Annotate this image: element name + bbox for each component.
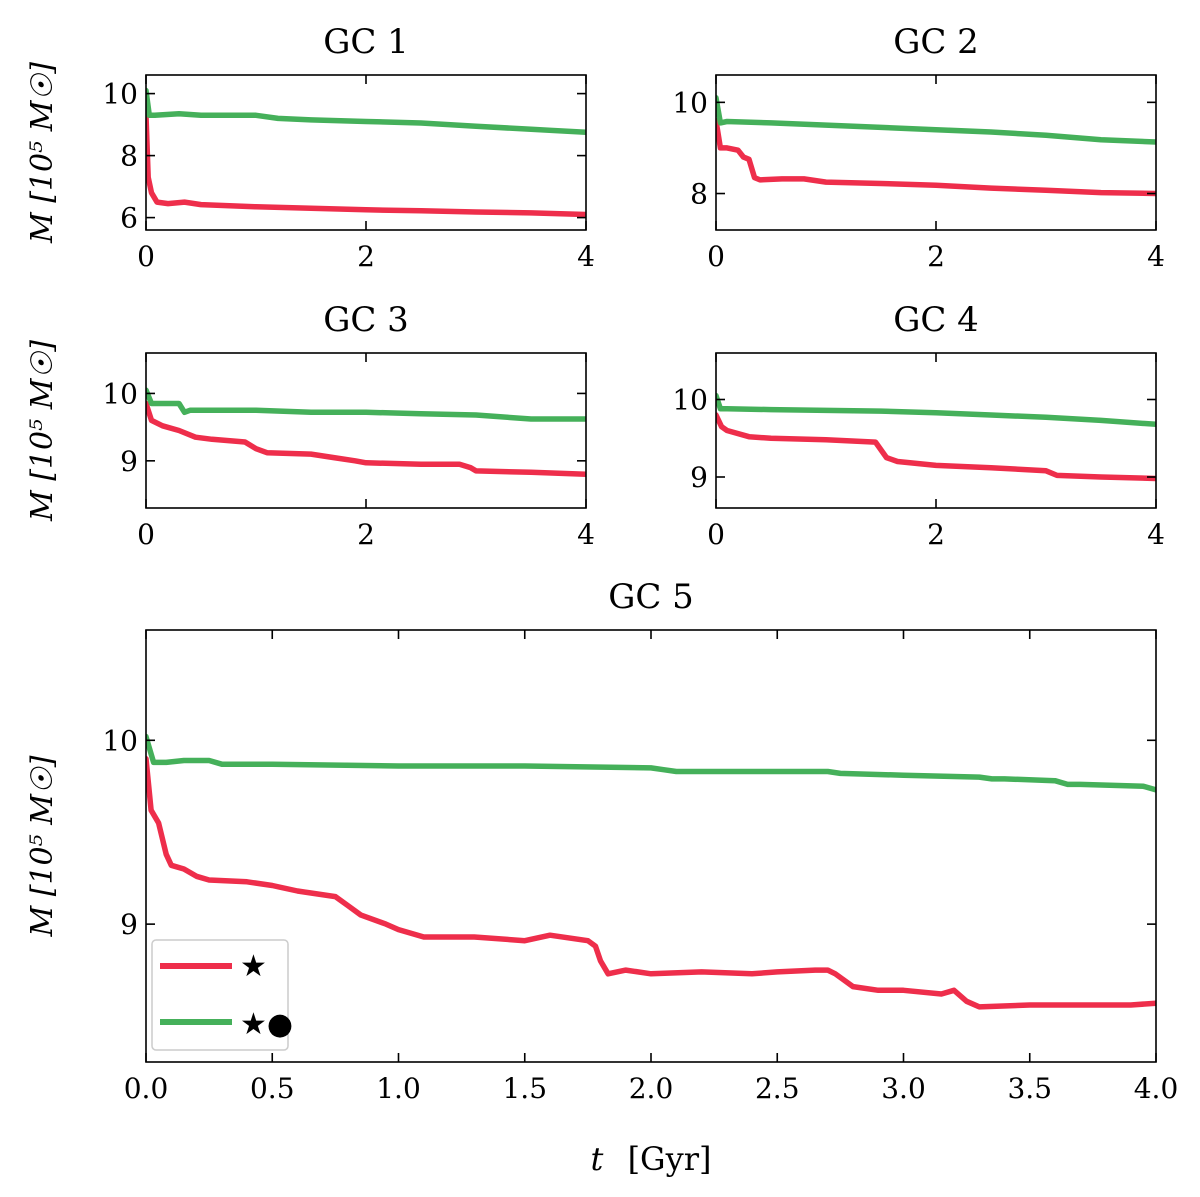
x-tick-label: 4 — [1147, 518, 1165, 551]
legend: ★ ★● — [151, 939, 293, 1051]
series-line-stars — [146, 112, 586, 218]
y-tick-label: 10 — [102, 724, 138, 757]
plot-frame — [715, 74, 1157, 231]
panel-title: GC 1 — [323, 22, 409, 62]
y-tick-label: 9 — [120, 445, 138, 478]
series-line-stars — [146, 755, 1156, 1010]
x-tick-label: 0.5 — [250, 1072, 295, 1105]
x-tick-label: 2.0 — [629, 1072, 674, 1105]
series-line-stars-bh — [146, 733, 1156, 793]
series-group — [146, 87, 586, 218]
panel-4: GC 4 0 2 4 9 10 — [672, 300, 1165, 551]
series-line-stars — [716, 412, 1156, 482]
panel-title: GC 3 — [323, 300, 409, 340]
panel-2: GC 2 0 2 4 8 10 — [672, 22, 1165, 273]
panel-5: GC 5 0.0 0.5 1.0 1.5 2.0 2.5 3.0 3.5 4.0 9 10 M [10⁵… — [25, 577, 1178, 1105]
x-tick-label: 0 — [137, 518, 155, 551]
series-line-stars — [146, 400, 586, 478]
x-tick-label: 4 — [1147, 240, 1165, 273]
x-tick-label: 2 — [927, 518, 945, 551]
panel-1: GC 1 0 2 4 6 8 10 M [10⁵ M☉] — [25, 22, 595, 273]
x-tick-label: 3.0 — [881, 1072, 926, 1105]
x-tick-label: 4.0 — [1134, 1072, 1179, 1105]
panels: GC 1 0 2 4 6 8 10 M [10⁵ M☉] GC 2 0 2 4 8 10 GC 3 0 2 4 9 1… — [25, 22, 1178, 1105]
series-line-stars-bh — [716, 392, 1156, 428]
series-group — [716, 95, 1156, 197]
y-tick-label: 9 — [120, 908, 138, 941]
y-tick-label: 10 — [102, 78, 138, 111]
x-tick-label: 0 — [137, 240, 155, 273]
legend-label-stars: ★ — [240, 949, 267, 984]
y-axis-label: M [10⁵ M☉] — [25, 755, 60, 937]
x-tick-label: 1.0 — [376, 1072, 421, 1105]
y-tick-label: 10 — [102, 377, 138, 410]
x-axis-var: t — [591, 1140, 604, 1178]
panel-title: GC 5 — [608, 577, 694, 617]
x-tick-label: 1.5 — [502, 1072, 547, 1105]
series-line-stars — [716, 117, 1156, 197]
y-tick-label: 8 — [120, 140, 138, 173]
x-axis-label: t [Gyr] — [591, 1140, 712, 1178]
y-tick-label: 10 — [672, 384, 708, 417]
x-tick-label: 3.5 — [1007, 1072, 1052, 1105]
series-group — [146, 387, 586, 478]
x-tick-label: 2 — [927, 240, 945, 273]
series-line-stars-bh — [716, 95, 1156, 145]
y-tick-label: 8 — [690, 178, 708, 211]
panel-title: GC 2 — [893, 22, 979, 62]
legend-label-stars-bh: ★● — [240, 1007, 293, 1042]
plot-frame — [145, 352, 587, 509]
y-tick-label: 9 — [690, 461, 708, 494]
x-tick-label: 4 — [577, 240, 595, 273]
series-line-stars-bh — [146, 87, 586, 136]
plot-frame — [145, 629, 1157, 1063]
x-tick-label: 0.0 — [124, 1072, 169, 1105]
x-tick-label: 0 — [707, 240, 725, 273]
y-tick-label: 6 — [120, 202, 138, 235]
panel-3: GC 3 0 2 4 9 10 M [10⁵ M☉] — [25, 300, 595, 551]
series-line-stars-bh — [146, 387, 586, 422]
panel-title: GC 4 — [893, 300, 979, 340]
series-group — [146, 733, 1156, 1010]
plot-frame — [715, 352, 1157, 509]
x-tick-label: 2 — [357, 240, 375, 273]
y-axis-label: M [10⁵ M☉] — [25, 340, 60, 522]
y-axis-label: M [10⁵ M☉] — [25, 62, 60, 244]
x-tick-label: 2.5 — [755, 1072, 800, 1105]
series-group — [716, 392, 1156, 482]
x-tick-label: 0 — [707, 518, 725, 551]
x-tick-label: 4 — [577, 518, 595, 551]
x-tick-label: 2 — [357, 518, 375, 551]
y-tick-label: 10 — [672, 86, 708, 119]
x-axis-unit: [Gyr] — [628, 1140, 712, 1178]
